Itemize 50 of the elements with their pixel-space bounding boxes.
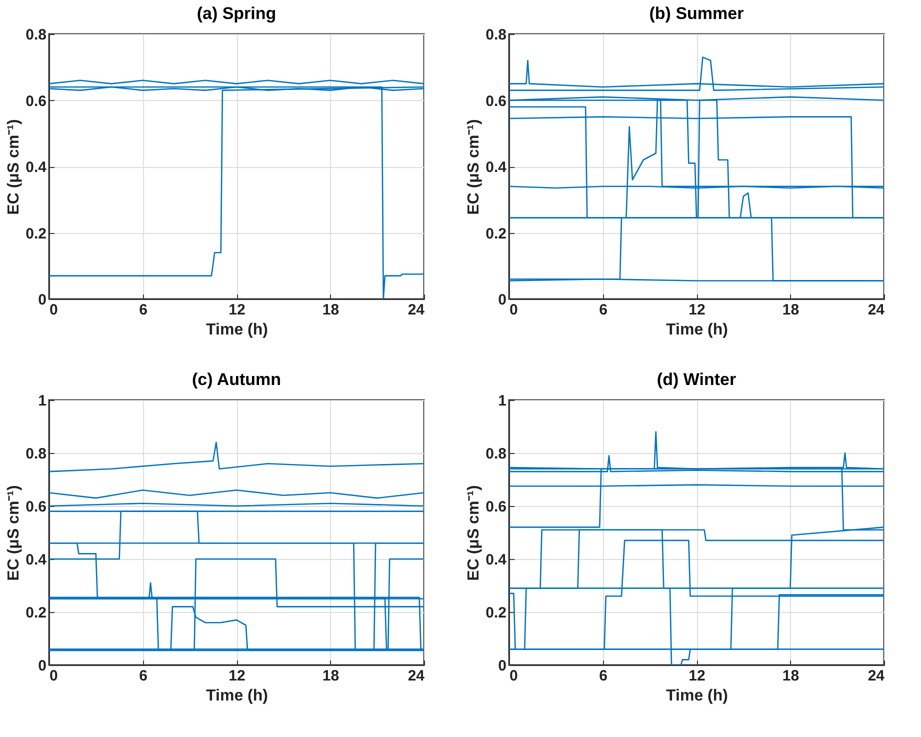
y-tick-label: 0.2: [26, 604, 46, 622]
chart-title: (d) Winter: [656, 370, 736, 389]
x-axis-title: Time (h): [206, 322, 268, 338]
x-tick-label: 12: [688, 302, 706, 318]
y-tick-label: 0.4: [486, 552, 508, 568]
y-tick-label: 0.6: [486, 92, 506, 110]
y-tick-label: 0.8: [26, 26, 46, 44]
y-tick-label: 0.2: [26, 225, 46, 242]
x-tick-label: 6: [139, 668, 148, 684]
x-tick-label: 12: [228, 302, 246, 318]
y-axis-title: EC (μS cm⁻¹): [6, 119, 23, 215]
x-tick-label: 24: [408, 302, 426, 318]
x-tick-label: 18: [782, 668, 800, 684]
y-axis-title: EC (μS cm⁻¹): [466, 119, 483, 215]
x-tick-label: 12: [228, 668, 246, 684]
x-axis-title: Time (h): [206, 688, 268, 704]
y-tick-label: 0.4: [486, 159, 508, 176]
chart-title: (c) Autumn: [192, 370, 282, 389]
x-tick-label: 0: [510, 302, 518, 318]
x-tick-label: 18: [322, 668, 340, 684]
y-tick-label: 0.6: [486, 498, 506, 516]
y-axis-title: EC (μS cm⁻¹): [6, 485, 23, 581]
x-tick-label: 6: [599, 302, 608, 318]
x-tick-label: 24: [868, 668, 886, 684]
y-tick-label: 0.4: [26, 159, 48, 176]
x-axis-title: Time (h): [666, 322, 728, 338]
x-tick-label: 12: [688, 668, 706, 684]
x-tick-label: 0: [50, 668, 58, 684]
y-tick-label: 0.8: [486, 446, 506, 462]
y-tick-label: 0.8: [26, 446, 46, 462]
chart-title: (a) Spring: [196, 4, 276, 23]
x-tick-label: 0: [50, 302, 58, 318]
x-axis-title: Time (h): [666, 688, 728, 704]
y-tick-label: 0.6: [26, 498, 46, 516]
x-tick-label: 18: [322, 302, 340, 318]
y-tick-label: 1: [38, 392, 46, 410]
y-tick-label: 0.6: [26, 92, 46, 110]
x-tick-label: 6: [139, 302, 148, 318]
y-axis-title: EC (μS cm⁻¹): [466, 485, 483, 581]
x-tick-label: 24: [868, 302, 886, 318]
chart-title: (b) Summer: [649, 4, 744, 23]
y-tick-label: 1: [498, 392, 506, 410]
y-tick-label: 0.8: [486, 26, 506, 44]
y-tick-label: 0.2: [486, 604, 506, 622]
x-tick-label: 6: [599, 668, 608, 684]
x-tick-label: 24: [408, 668, 426, 684]
y-tick-label: 0.2: [486, 225, 506, 242]
x-tick-label: 18: [782, 302, 800, 318]
y-tick-label: 0.4: [26, 552, 48, 568]
x-tick-label: 0: [510, 668, 518, 684]
